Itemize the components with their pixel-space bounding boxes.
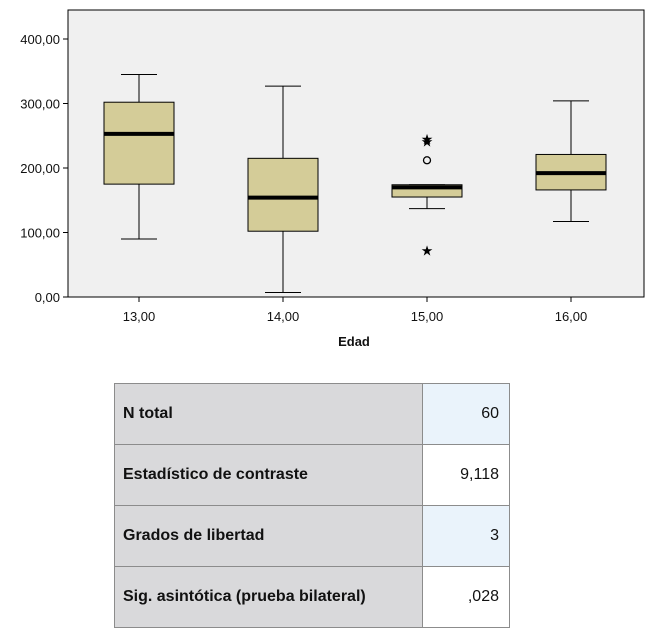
- iqr-box: [247, 157, 319, 232]
- y-tick-label: 200,00: [20, 161, 60, 176]
- y-tick-label: 100,00: [20, 226, 60, 241]
- outlier-point: [422, 156, 432, 165]
- y-tick-label: 400,00: [20, 32, 60, 47]
- extreme-point: ★: [421, 243, 434, 259]
- table-row: Estadístico de contraste 9,118: [114, 444, 510, 506]
- x-tick-label: 15,00: [411, 309, 444, 324]
- extreme-point: ★: [421, 131, 434, 147]
- box-14,00: [247, 85, 319, 293]
- y-tick-label: 0,00: [35, 290, 60, 305]
- box-13,00: [103, 73, 175, 240]
- table-row: N total 60: [114, 383, 510, 445]
- row-value: 3: [422, 505, 510, 567]
- x-axis-title: Edad: [338, 334, 370, 349]
- row-label: Estadístico de contraste: [114, 444, 423, 506]
- row-label: Grados de libertad: [114, 505, 423, 567]
- table-row: Grados de libertad 3: [114, 505, 510, 567]
- iqr-box: [103, 101, 175, 185]
- box-15,00: ★★★: [391, 131, 463, 259]
- row-label: N total: [114, 383, 423, 445]
- row-value: 60: [422, 383, 510, 445]
- row-label: Sig. asintótica (prueba bilateral): [114, 566, 423, 628]
- row-value: 9,118: [422, 444, 510, 506]
- x-tick-label: 13,00: [123, 309, 156, 324]
- y-tick-label: 300,00: [20, 97, 60, 112]
- x-tick-label: 16,00: [555, 309, 588, 324]
- extreme-point: ★: [421, 134, 434, 150]
- test-statistics-table: N total 60 Estadístico de contraste 9,11…: [114, 383, 510, 628]
- x-tick-label: 14,00: [267, 309, 300, 324]
- box-plot-chart: 0,00 100,00 200,00 300,00 400,00 13,00 14,00 15…: [20, 9, 645, 349]
- box-16,00: [535, 100, 607, 223]
- table-row: Sig. asintótica (prueba bilateral) ,028: [114, 566, 510, 628]
- row-value: ,028: [422, 566, 510, 628]
